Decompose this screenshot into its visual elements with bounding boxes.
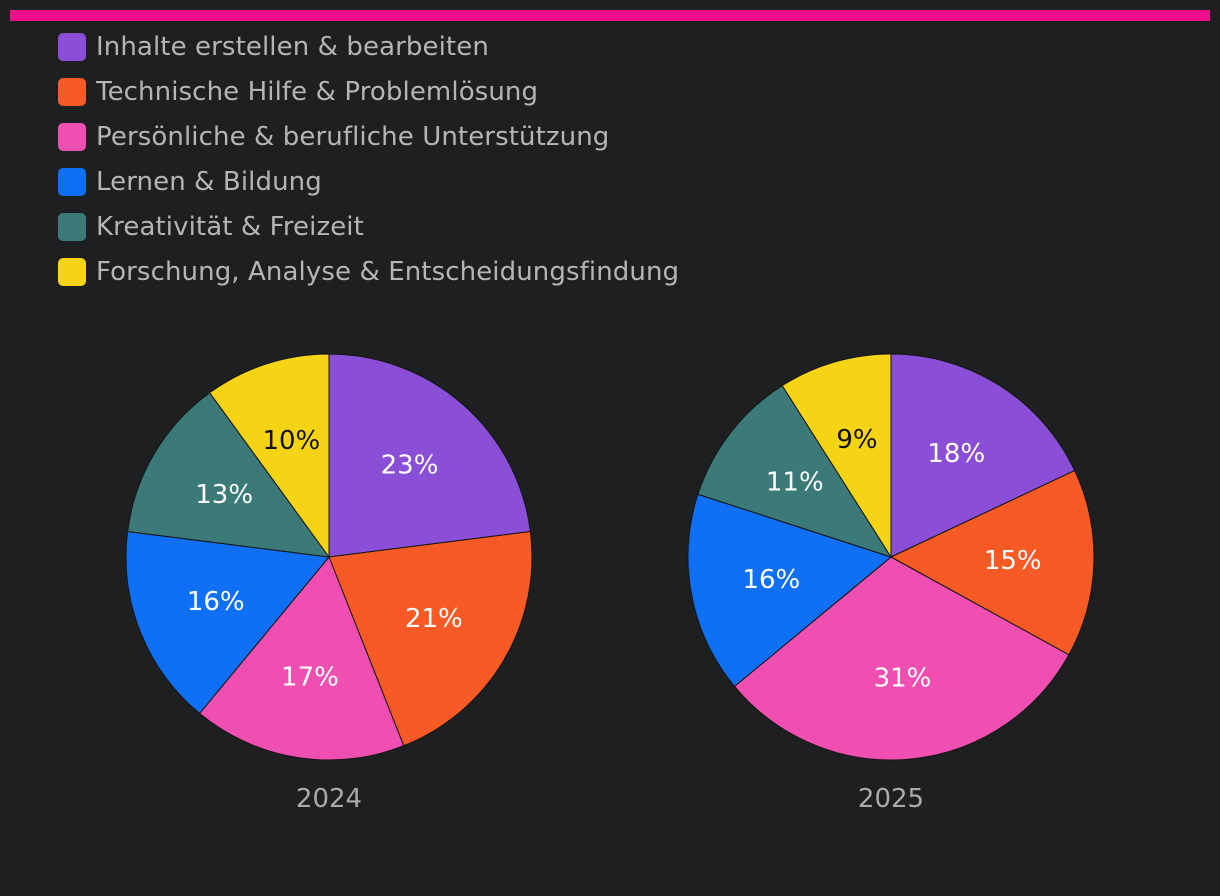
- legend-label: Inhalte erstellen & bearbeiten: [96, 31, 489, 62]
- pie-2024: 23% 21% 17% 16% 13% 10% 2024: [125, 353, 533, 814]
- legend-label: Lernen & Bildung: [96, 166, 322, 197]
- pie-slice: [125, 530, 330, 715]
- legend-item: Kreativität & Freizeit: [58, 204, 679, 249]
- pie-slice: [328, 353, 531, 558]
- legend-swatch: [58, 212, 86, 241]
- pie-slice: [198, 556, 405, 761]
- pie-year-caption: 2024: [296, 784, 362, 814]
- legend-swatch: [58, 257, 86, 286]
- pie-slice: [127, 392, 331, 558]
- pie-slice: [208, 353, 330, 559]
- slice-value-label: 31%: [874, 663, 932, 693]
- pie-slice: [328, 530, 533, 747]
- legend: Inhalte erstellen & bearbeiten Technisch…: [58, 24, 679, 294]
- slice-value-label: 10%: [262, 426, 320, 456]
- legend-label: Technische Hilfe & Problemlösung: [96, 76, 539, 107]
- pie-slice: [687, 493, 893, 688]
- legend-item: Lernen & Bildung: [58, 159, 679, 204]
- slice-value-label: 11%: [766, 467, 824, 497]
- accent-bar: [10, 10, 1210, 21]
- pie-slice: [889, 469, 1095, 656]
- pie-slice: [781, 353, 892, 559]
- slice-value-label: 17%: [281, 662, 339, 692]
- pie-slice: [697, 384, 893, 558]
- slice-value-label: 15%: [984, 546, 1042, 576]
- slice-value-label: 18%: [927, 439, 985, 469]
- pie-2025: 18% 15% 31% 16% 11% 9% 2025: [687, 353, 1095, 814]
- legend-swatch: [58, 77, 86, 106]
- legend-item: Persönliche & berufliche Unterstützung: [58, 114, 679, 159]
- slice-value-label: 21%: [405, 604, 463, 634]
- slice-value-label: 23%: [381, 451, 439, 481]
- slice-value-label: 16%: [187, 587, 245, 617]
- legend-item: Technische Hilfe & Problemlösung: [58, 69, 679, 114]
- pie-year-caption: 2025: [858, 784, 924, 814]
- legend-swatch: [58, 167, 86, 196]
- slice-value-label: 9%: [836, 425, 877, 455]
- legend-swatch: [58, 32, 86, 61]
- legend-label: Persönliche & berufliche Unterstützung: [96, 121, 610, 152]
- pie-slice: [733, 556, 1070, 761]
- legend-item: Inhalte erstellen & bearbeiten: [58, 24, 679, 69]
- legend-item: Forschung, Analyse & Entscheidungsfindun…: [58, 249, 679, 294]
- legend-label: Forschung, Analyse & Entscheidungsfindun…: [96, 256, 680, 287]
- legend-label: Kreativität & Freizeit: [96, 211, 364, 242]
- pie-slice: [890, 353, 1076, 558]
- slice-value-label: 16%: [742, 565, 800, 595]
- slice-value-label: 13%: [195, 480, 253, 510]
- legend-swatch: [58, 122, 86, 151]
